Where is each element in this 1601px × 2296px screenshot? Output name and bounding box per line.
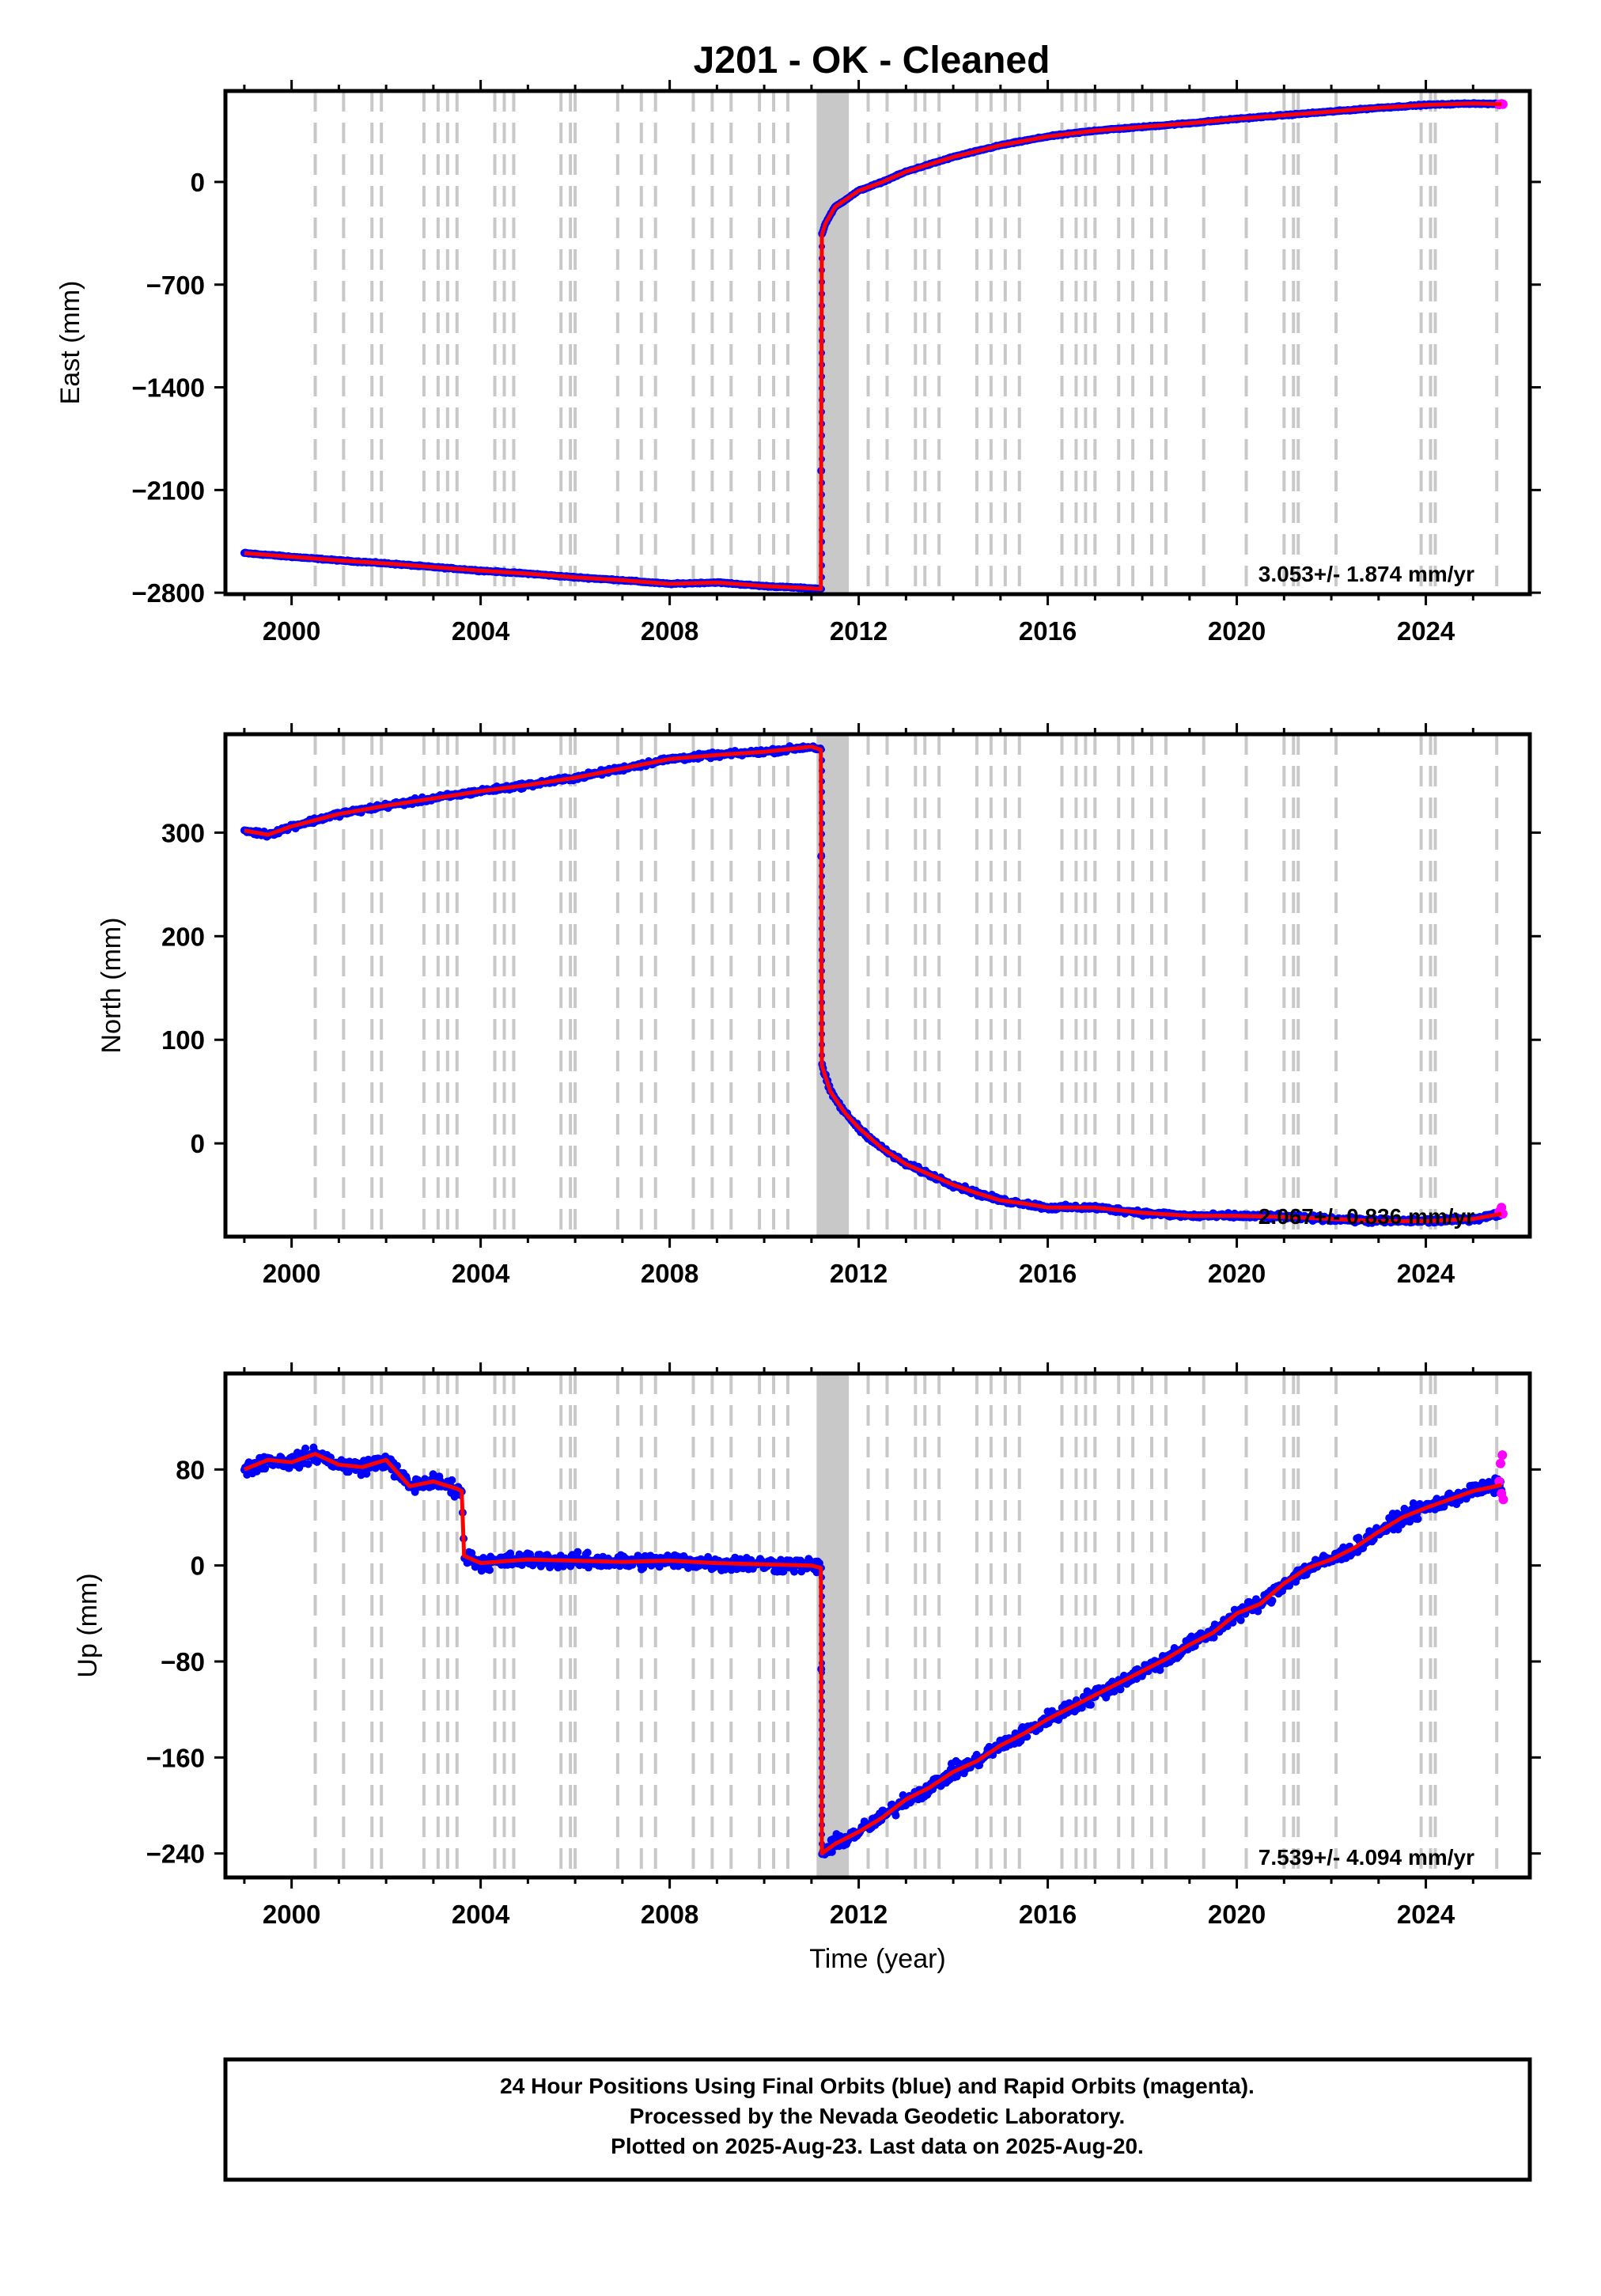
y-tick-label: 300 [161,818,205,847]
x-tick-label: 2008 [641,1259,698,1288]
data-point [1494,1476,1504,1487]
data-point [1236,1616,1245,1624]
data-point [1254,1607,1262,1616]
data-point [1496,1458,1505,1468]
x-tick-label: 2020 [1208,1900,1266,1929]
x-tick-label: 2024 [1397,1900,1455,1929]
data-point [891,1811,900,1820]
rate-annotation: 7.539+/- 4.094 mm/yr [1258,1845,1474,1870]
data-point [1116,1685,1125,1694]
series-rapid-orbits-points [1494,1450,1508,1505]
x-tick-label: 2008 [641,616,698,646]
panel-frame [223,89,1532,597]
chart-title: J201 - OK - Cleaned [694,40,1050,81]
y-tick-label: 80 [176,1455,205,1484]
data-point [467,1549,476,1557]
y-tick-label: −1400 [131,373,205,403]
data-point [362,1469,371,1478]
x-tick-label: 2024 [1397,1259,1455,1288]
x-tick-label: 2008 [641,1900,698,1929]
y-tick-label: −160 [146,1743,205,1772]
x-tick-label: 2000 [263,1900,320,1929]
panels-group: 2000 2004 2008 2012 2016 2020 20240−700−1400−2… [55,80,1541,1974]
x-tick-label: 2000 [263,1259,320,1288]
data-point [1406,1517,1414,1526]
x-axis-label: Time (year) [809,1944,946,1974]
y-tick-label: 0 [191,1129,205,1158]
footer-line-2: Processed by the Nevada Geodetic Laborat… [630,2104,1126,2128]
data-point [1497,1450,1508,1461]
panel-plot-area [240,734,1508,1237]
trend-line [244,744,1502,1223]
rate-annotation: 2.067+/- 0.836 mm/yr [1258,1204,1474,1229]
trend-line [244,101,1502,591]
x-tick-label: 2016 [1019,616,1077,646]
y-tick-label: −80 [161,1647,205,1677]
y-tick-label: 0 [191,168,205,197]
y-tick-label: −2800 [131,578,205,608]
y-axis-label: East (mm) [55,281,85,405]
y-tick-label: −240 [146,1839,205,1869]
footer-line-1: 24 Hour Positions Using Final Orbits (bl… [500,2074,1255,2098]
footer-line-3: Plotted on 2025-Aug-23. Last data on 202… [611,2134,1144,2158]
x-tick-label: 2012 [830,1259,888,1288]
data-point [573,1548,582,1556]
x-tick-label: 2004 [452,1900,510,1929]
y-tick-label: 0 [191,1552,205,1581]
y-tick-label: 100 [161,1025,205,1055]
panel-north: 2000 2004 2008 2012 2016 2020 2024 300 200 100 0 No… [97,723,1541,1288]
y-tick-label: −700 [146,271,205,300]
y-tick-label: −2100 [131,475,205,505]
x-tick-label: 2012 [830,1900,888,1929]
x-tick-label: 2016 [1019,1900,1077,1929]
data-point [583,1548,592,1557]
x-tick-label: 2000 [263,616,320,646]
data-point [1268,1597,1277,1605]
data-point [1087,1700,1095,1709]
x-tick-label: 2004 [452,1259,510,1288]
panel-frame [223,1371,1532,1880]
x-tick-label: 2016 [1019,1259,1077,1288]
panel-plot-area [240,91,1508,594]
x-tick-label: 2020 [1208,616,1266,646]
data-point [1414,1514,1422,1523]
data-point [411,1487,419,1496]
data-point [1497,1209,1508,1219]
data-point [785,1556,794,1565]
panel-east: 2000 2004 2008 2012 2016 2020 2024 0 −700 −1400 −2… [55,80,1541,646]
x-tick-label: 2024 [1397,616,1455,646]
x-tick-label: 2004 [452,616,510,646]
footer-box [223,2057,1532,2182]
rate-annotation: 3.053+/- 1.874 mm/yr [1258,562,1474,586]
panel-up: 2000 2004 2008 2012 2016 2020 2024 80 0 −80 −160 −2… [73,1362,1541,1974]
data-point [344,1468,353,1476]
y-tick-label: 200 [161,922,205,951]
data-point [486,1566,494,1574]
x-tick-label: 2012 [830,616,888,646]
panel-plot-area [240,1373,1508,1877]
x-tick-label: 2020 [1208,1259,1266,1288]
y-axis-label: Up (mm) [73,1573,103,1677]
panel-frame [223,732,1532,1239]
trend-line [243,1452,1502,1856]
data-point [304,1460,312,1468]
data-point [261,1464,269,1473]
data-point [448,1476,456,1484]
data-point [1498,1495,1508,1505]
data-point [1497,99,1508,109]
data-point [1285,1582,1294,1590]
data-point [827,1847,836,1856]
y-axis-label: North (mm) [97,918,127,1054]
data-point [506,1549,515,1558]
